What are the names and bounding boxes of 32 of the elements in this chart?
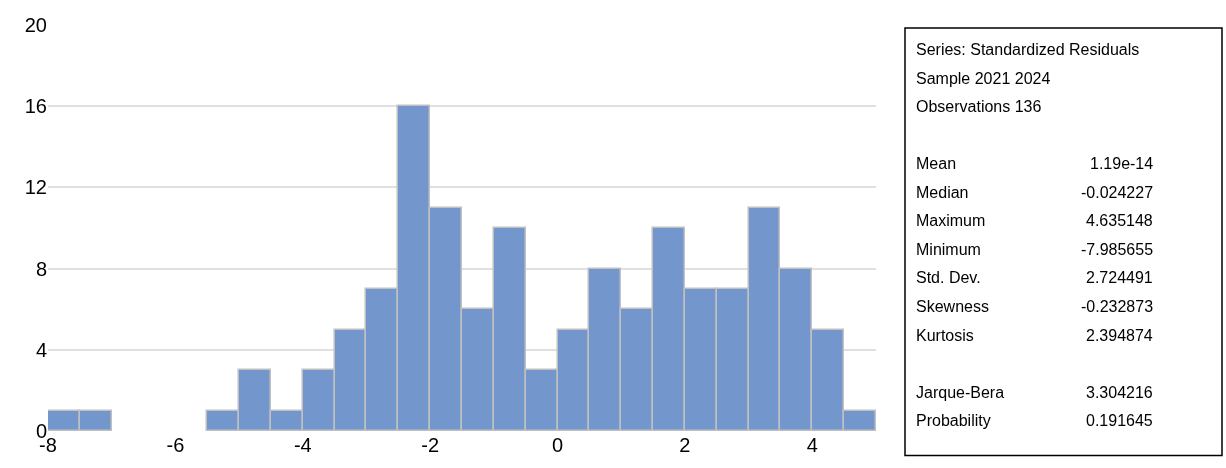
y-tick-label: 4 bbox=[35, 338, 47, 361]
text: -0.232873 bbox=[1081, 298, 1154, 315]
text: Probability bbox=[916, 412, 991, 429]
x-tick-label: -2 bbox=[421, 434, 440, 456]
text: -0.024227 bbox=[1081, 184, 1154, 201]
x-tick-label: -4 bbox=[293, 434, 312, 456]
text: 0.191645 bbox=[1086, 412, 1153, 429]
text: -7.985655 bbox=[1081, 241, 1154, 258]
text: Kurtosis bbox=[916, 327, 974, 344]
text: 2.724491 bbox=[1086, 269, 1153, 286]
x-tick-label: 4 bbox=[806, 434, 818, 456]
text: 1.19e-14 bbox=[1090, 155, 1154, 172]
text: Skewness bbox=[916, 298, 989, 315]
text: Maximum bbox=[916, 212, 986, 229]
text: Minimum bbox=[916, 241, 981, 258]
text: 4.635148 bbox=[1086, 212, 1153, 229]
text: Series: Standardized Residuals bbox=[916, 41, 1140, 58]
y-tick-label: 12 bbox=[24, 176, 47, 199]
y-tick-label: 8 bbox=[35, 257, 47, 280]
text: 2.394874 bbox=[1086, 327, 1153, 344]
x-tick-label: -6 bbox=[166, 434, 185, 456]
text: Mean bbox=[916, 155, 957, 172]
y-tick-label: 20 bbox=[24, 14, 47, 36]
text: Median bbox=[916, 184, 969, 201]
text: Std. Dev. bbox=[916, 269, 981, 286]
text: Sample 2021 2024 bbox=[916, 70, 1051, 87]
text: 3.304216 bbox=[1086, 384, 1153, 401]
x-tick-label: 2 bbox=[679, 434, 691, 456]
text: Observations 136 bbox=[916, 98, 1042, 115]
y-tick-label: 16 bbox=[24, 95, 47, 118]
x-tick-label: 0 bbox=[551, 434, 564, 456]
text: Jarque-Bera bbox=[916, 384, 1005, 401]
